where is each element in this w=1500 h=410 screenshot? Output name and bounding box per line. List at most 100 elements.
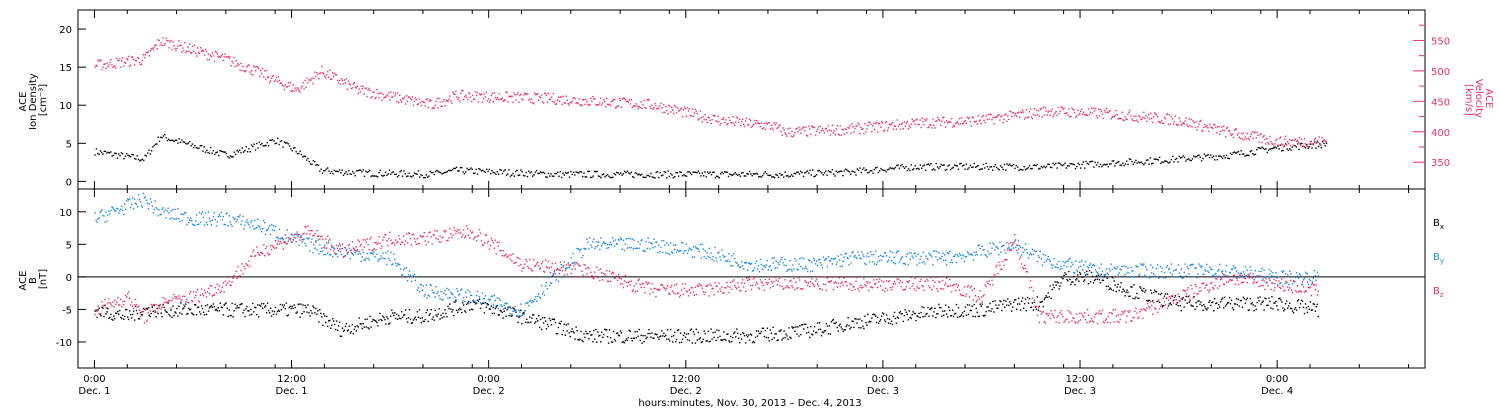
bx-point — [436, 315, 438, 318]
density-point — [382, 175, 384, 177]
bx-point — [1162, 305, 1165, 307]
bx-point — [1098, 279, 1101, 281]
velocity-point — [873, 122, 875, 125]
density-point — [629, 173, 631, 175]
by-point — [347, 251, 350, 253]
velocity-point — [398, 101, 400, 104]
velocity-point — [775, 122, 777, 124]
bx-point — [1196, 305, 1198, 308]
density-point — [1052, 162, 1054, 164]
bx-point — [170, 309, 172, 311]
density-point — [625, 171, 627, 174]
velocity-point — [1132, 120, 1134, 122]
density-point — [1172, 155, 1174, 158]
bz-point — [183, 304, 185, 306]
bx-point — [998, 304, 1000, 306]
bx-point — [1307, 305, 1310, 308]
velocity-point — [1302, 145, 1305, 148]
bx-point — [240, 303, 242, 305]
density-point — [101, 151, 103, 154]
velocity-tick-label: 550 — [1431, 36, 1450, 47]
by-point — [566, 267, 568, 269]
by-point — [848, 264, 850, 266]
density-point — [1229, 152, 1232, 154]
bx-point — [522, 312, 524, 315]
by-point — [971, 254, 973, 256]
by-point — [666, 242, 668, 244]
velocity-point — [1001, 115, 1003, 117]
by-point — [458, 294, 460, 296]
velocity-point — [1106, 111, 1108, 113]
velocity-point — [867, 124, 869, 127]
bx-point — [158, 305, 160, 307]
bx-point — [752, 340, 755, 343]
velocity-point — [482, 97, 485, 100]
by-point — [1064, 262, 1066, 264]
by-point — [1086, 273, 1088, 275]
density-point — [1195, 156, 1198, 158]
velocity-point — [591, 100, 593, 102]
velocity-point — [550, 96, 553, 98]
velocity-point — [542, 102, 545, 104]
velocity-point — [316, 72, 318, 74]
density-point — [428, 175, 430, 177]
velocity-point — [626, 100, 629, 103]
density-point — [1119, 164, 1121, 166]
density-point — [1249, 150, 1251, 153]
velocity-point — [1191, 126, 1193, 128]
by-point — [1095, 271, 1098, 273]
bx-point — [1103, 275, 1106, 277]
by-point — [1076, 269, 1078, 271]
density-point — [959, 163, 961, 165]
velocity-point — [306, 77, 308, 79]
bx-point — [403, 314, 406, 316]
by-point — [710, 252, 712, 254]
by-point — [952, 255, 955, 258]
bx-point — [944, 310, 946, 312]
bx-point — [483, 312, 486, 314]
bx-point — [856, 322, 858, 324]
bx-point — [129, 313, 132, 316]
density-point — [646, 174, 648, 177]
by-point — [735, 261, 737, 263]
velocity-point — [590, 97, 592, 99]
bz-point — [231, 281, 233, 283]
density-point — [674, 176, 676, 178]
density-point — [993, 165, 995, 168]
bx-point — [1008, 304, 1010, 307]
velocity-point — [549, 98, 552, 100]
density-point — [1101, 165, 1103, 168]
density-point — [273, 140, 275, 142]
bx-point — [680, 341, 683, 344]
density-point — [670, 172, 672, 175]
bz-point — [238, 275, 240, 277]
bz-point — [197, 300, 200, 302]
density-point — [538, 172, 540, 174]
bx-point — [252, 302, 254, 305]
density-point — [731, 174, 734, 176]
velocity-point — [709, 119, 711, 122]
velocity-point — [169, 41, 171, 43]
density-point — [269, 139, 271, 141]
density-point — [664, 171, 667, 174]
by-point — [1103, 274, 1106, 276]
density-point — [621, 174, 623, 176]
density-point — [915, 168, 918, 170]
by-point — [279, 237, 282, 240]
bx-point — [280, 309, 283, 311]
by-point — [261, 231, 263, 233]
bx-point — [1303, 312, 1306, 315]
bz-point — [188, 302, 190, 304]
by-point — [147, 208, 149, 210]
bx-point — [472, 301, 475, 303]
velocity-point — [1312, 143, 1314, 145]
bx-point — [1064, 272, 1066, 274]
density-point — [805, 171, 807, 173]
by-point — [1239, 272, 1242, 274]
velocity-point — [1230, 134, 1233, 136]
density-point — [557, 171, 559, 173]
bx-point — [996, 307, 998, 309]
density-point — [1178, 155, 1180, 158]
velocity-point — [501, 97, 503, 100]
by-point — [843, 256, 845, 258]
